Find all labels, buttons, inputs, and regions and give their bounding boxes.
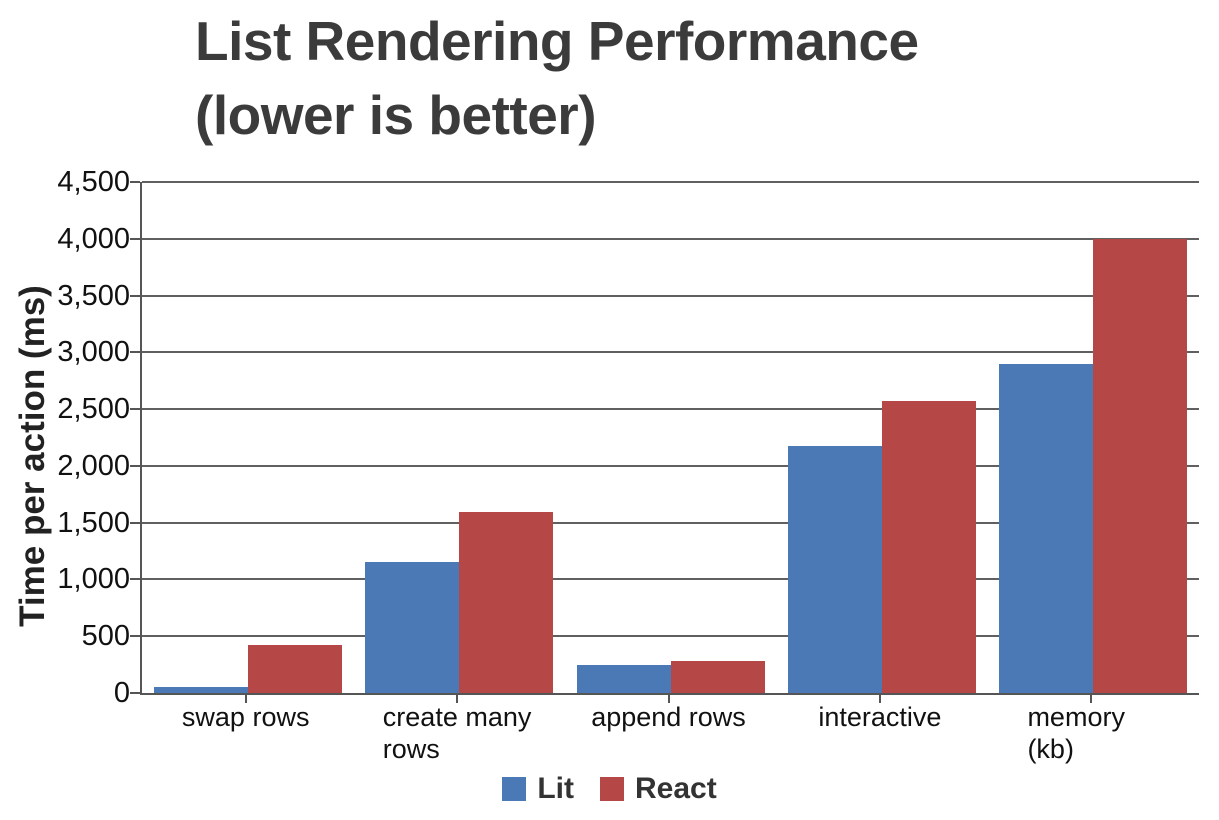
legend: Lit React (0, 772, 1219, 806)
legend-item-react: React (599, 772, 717, 806)
chart-title-line2: (lower is better) (195, 84, 597, 146)
y-tick-label: 0 (113, 677, 130, 709)
x-axis-label-interactive: interactive (818, 702, 942, 732)
y-tick-mark (130, 464, 140, 467)
bar-react-memory-kb (1093, 238, 1188, 693)
chart-title: List Rendering Performance (lower is bet… (195, 4, 919, 152)
x-axis-label-swap-rows: swap rows (181, 702, 310, 732)
y-tick-label: 4,000 (57, 222, 130, 255)
y-tick-mark (130, 521, 140, 524)
x-tick-mark (667, 695, 670, 703)
gridline-3500 (142, 294, 1199, 297)
y-tick-label: 3,500 (57, 279, 130, 312)
y-tick-mark (130, 294, 140, 297)
y-tick-mark (130, 692, 140, 694)
bar-react-create-many-rows (459, 512, 554, 693)
legend-label-react: React (634, 772, 717, 805)
x-axis-label-append-rows: append rows (591, 702, 746, 732)
x-tick-mark (878, 695, 881, 703)
bar-react-append-rows (670, 661, 765, 693)
y-tick-mark (130, 237, 140, 240)
legend-swatch-react (599, 777, 624, 801)
gridline-4500 (142, 181, 1199, 183)
gridline-1000 (142, 578, 1199, 581)
y-tick-mark (130, 635, 140, 638)
bar-lit-swap-rows (153, 686, 248, 693)
y-tick-mark (130, 181, 140, 183)
bar-lit-interactive (787, 446, 882, 693)
y-tick-label: 1,500 (57, 506, 130, 539)
legend-label-lit: Lit (537, 772, 574, 805)
gridline-4000 (142, 237, 1199, 240)
legend-swatch-lit (502, 777, 527, 801)
gridline-3000 (142, 351, 1199, 354)
y-tick-mark (130, 408, 140, 411)
y-tick-label: 1,000 (57, 563, 130, 596)
y-tick-label: 2,500 (57, 393, 130, 426)
gridline-500 (142, 635, 1199, 638)
gridline-2000 (142, 464, 1199, 467)
x-tick-mark (244, 695, 247, 703)
legend-item-lit: Lit (502, 772, 574, 806)
bar-react-interactive (881, 400, 976, 693)
bar-lit-create-many-rows (365, 562, 460, 693)
gridline-2500 (142, 408, 1199, 411)
y-tick-label: 4,500 (57, 166, 130, 198)
x-axis-label-create-many-rows: create many rows (382, 702, 532, 764)
bar-react-swap-rows (247, 645, 342, 693)
x-tick-mark (1090, 695, 1093, 703)
plot-area (140, 181, 1199, 695)
y-tick-mark (130, 351, 140, 354)
x-tick-mark (456, 695, 459, 703)
gridline-1500 (142, 521, 1199, 524)
y-tick-label: 500 (81, 620, 130, 653)
bar-lit-append-rows (576, 664, 671, 693)
y-tick-label: 2,000 (57, 449, 130, 482)
bar-lit-memory-kb (999, 363, 1094, 693)
y-tick-mark (130, 578, 140, 581)
chart-title-line1: List Rendering Performance (195, 10, 919, 72)
x-axis-label-memory-kb: memory (kb) (1027, 702, 1125, 764)
y-tick-label: 3,000 (57, 336, 130, 369)
